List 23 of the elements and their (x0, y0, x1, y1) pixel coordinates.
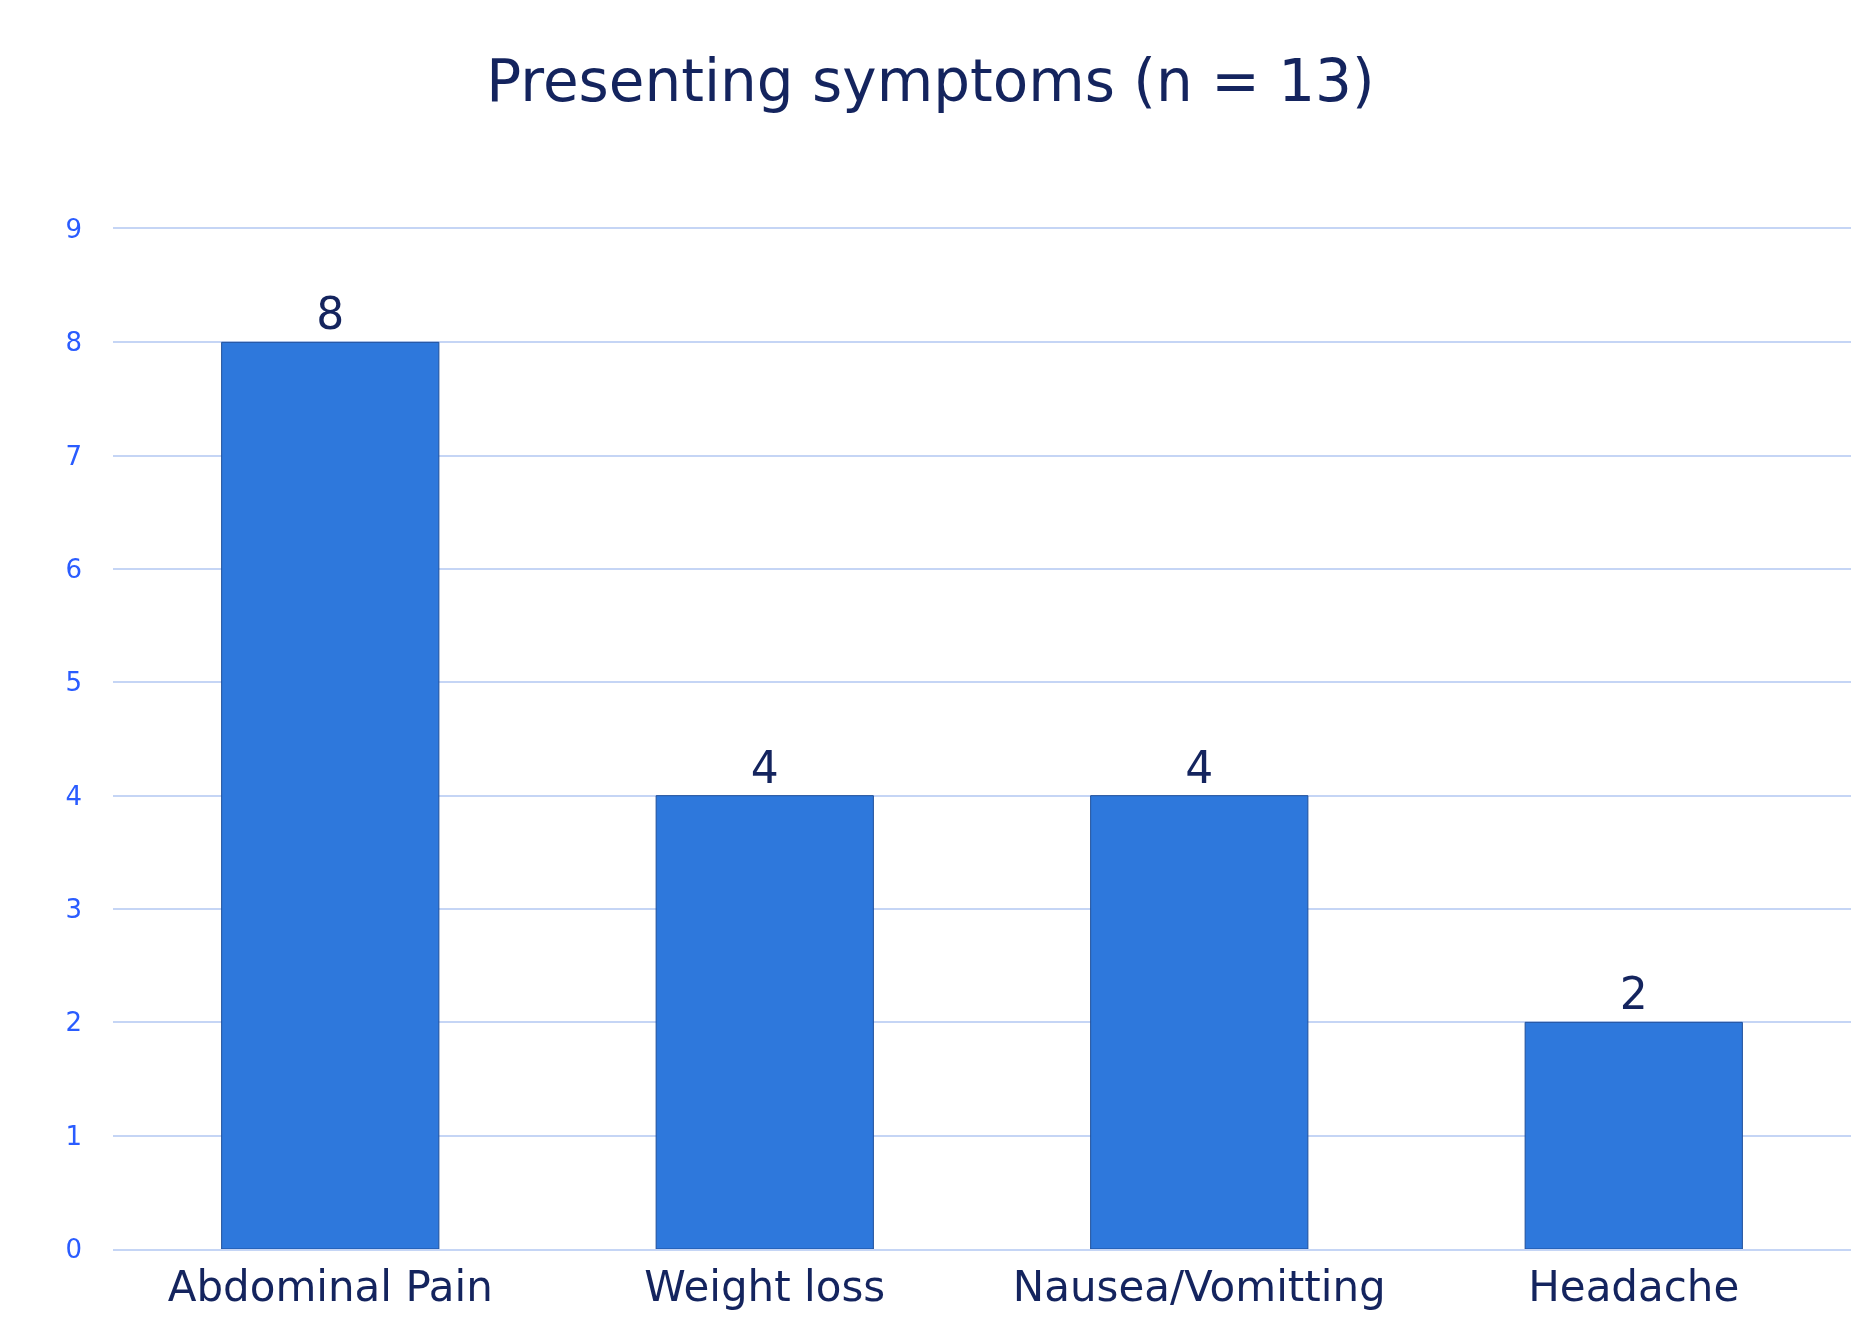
y-tick-label: 0 (65, 1234, 82, 1265)
y-tick-label: 7 (65, 440, 82, 471)
data-label: 8 (316, 288, 345, 340)
y-tick-label: 9 (65, 214, 82, 245)
bar (221, 341, 440, 1249)
data-label: 4 (1185, 741, 1214, 793)
bar (1524, 1021, 1743, 1249)
y-tick-label: 1 (65, 1120, 82, 1151)
y-tick-label: 2 (65, 1007, 82, 1038)
chart-title: Presenting symptoms (n = 13) (486, 46, 1375, 115)
bar (1090, 795, 1309, 1249)
x-tick-label: Abdominal Pain (167, 1262, 493, 1312)
y-tick-label: 5 (65, 667, 82, 698)
data-label: 2 (1619, 968, 1648, 1020)
data-label: 4 (750, 741, 779, 793)
x-tick-label: Nausea/Vomitting (1012, 1262, 1386, 1312)
y-tick-label: 4 (65, 780, 82, 811)
y-tick-label: 8 (65, 327, 82, 358)
x-tick-label: Headache (1528, 1262, 1740, 1312)
bar (655, 795, 874, 1249)
y-tick-label: 3 (65, 894, 82, 925)
x-tick-label: Weight loss (644, 1262, 886, 1312)
y-tick-label: 6 (65, 554, 82, 585)
